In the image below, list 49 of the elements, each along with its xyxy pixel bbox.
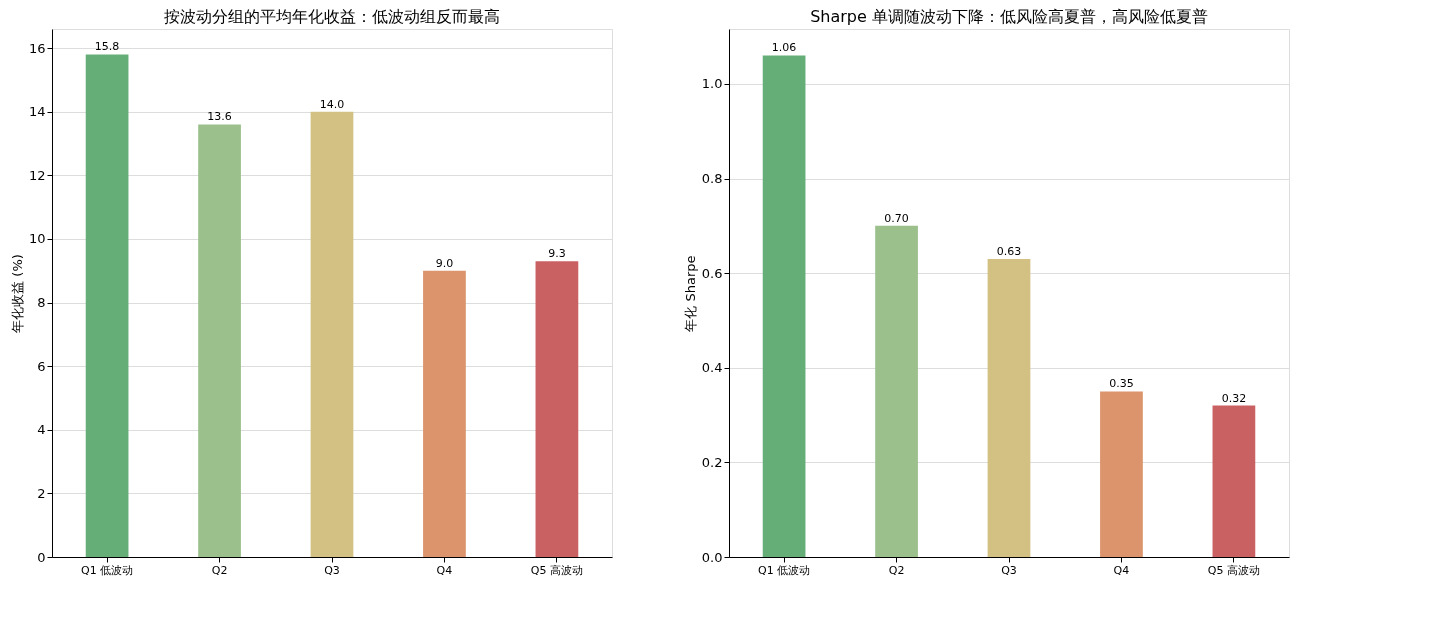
x-tick-label: Q2: [888, 563, 905, 577]
bar: [1100, 391, 1143, 557]
y-tick-label: 0.0: [701, 549, 723, 565]
y-tick-label: 0: [37, 549, 46, 565]
y-axis-title: 年化 Sharpe: [682, 255, 698, 332]
data-label: 14.0: [319, 97, 345, 111]
bar: [310, 111, 354, 557]
y-tick-label: 0.2: [701, 454, 723, 470]
y-tick-label: 0.4: [701, 360, 723, 376]
y-tick-label: 8: [37, 295, 46, 311]
data-label: 9.0: [435, 256, 454, 270]
bar: [987, 258, 1031, 557]
y-tick-label: 14: [28, 104, 46, 120]
data-label: 9.3: [548, 247, 566, 261]
x-tick-label: Q1 低波动: [758, 563, 811, 577]
x-tick-label: Q5 高波动: [530, 563, 583, 577]
y-tick-label: 10: [28, 231, 46, 247]
x-tick-label: Q3: [1001, 563, 1017, 577]
y-tick-label: 16: [28, 40, 46, 56]
x-tick-label: Q3: [324, 563, 340, 577]
data-label: 0.70: [884, 211, 909, 225]
bar: [198, 124, 241, 557]
y-tick-label: 12: [28, 167, 46, 183]
data-label: 1.06: [771, 41, 797, 55]
y-tick-label: 6: [37, 358, 46, 374]
bar: [535, 261, 579, 557]
chart-title: Sharpe 单调随波动下降：低风险高夏普，高风险低夏普: [810, 7, 1208, 26]
bar: [875, 225, 918, 557]
bar: [1212, 405, 1256, 557]
data-label: 15.8: [94, 40, 120, 54]
y-axis-title: 年化收益 (%): [9, 254, 25, 333]
data-label: 13.6: [207, 110, 232, 124]
y-tick-label: 0.8: [701, 171, 723, 187]
y-tick-label: 2: [37, 485, 46, 501]
x-tick-label: Q1 低波动: [81, 563, 134, 577]
data-label: 0.32: [1221, 391, 1247, 405]
x-tick-label: Q4: [436, 563, 453, 577]
bar: [85, 54, 129, 557]
chart-title: 按波动分组的平均年化收益：低波动组反而最高: [164, 7, 500, 26]
data-label: 0.35: [1109, 377, 1134, 391]
bar: [762, 55, 806, 557]
y-tick-label: 4: [37, 422, 46, 438]
y-tick-label: 0.6: [701, 265, 723, 281]
data-label: 0.63: [996, 244, 1022, 258]
x-tick-label: Q5 高波动: [1207, 563, 1260, 577]
y-tick-label: 1.0: [701, 76, 723, 92]
bar: [423, 270, 466, 557]
x-tick-label: Q2: [211, 563, 228, 577]
x-tick-label: Q4: [1113, 563, 1130, 577]
